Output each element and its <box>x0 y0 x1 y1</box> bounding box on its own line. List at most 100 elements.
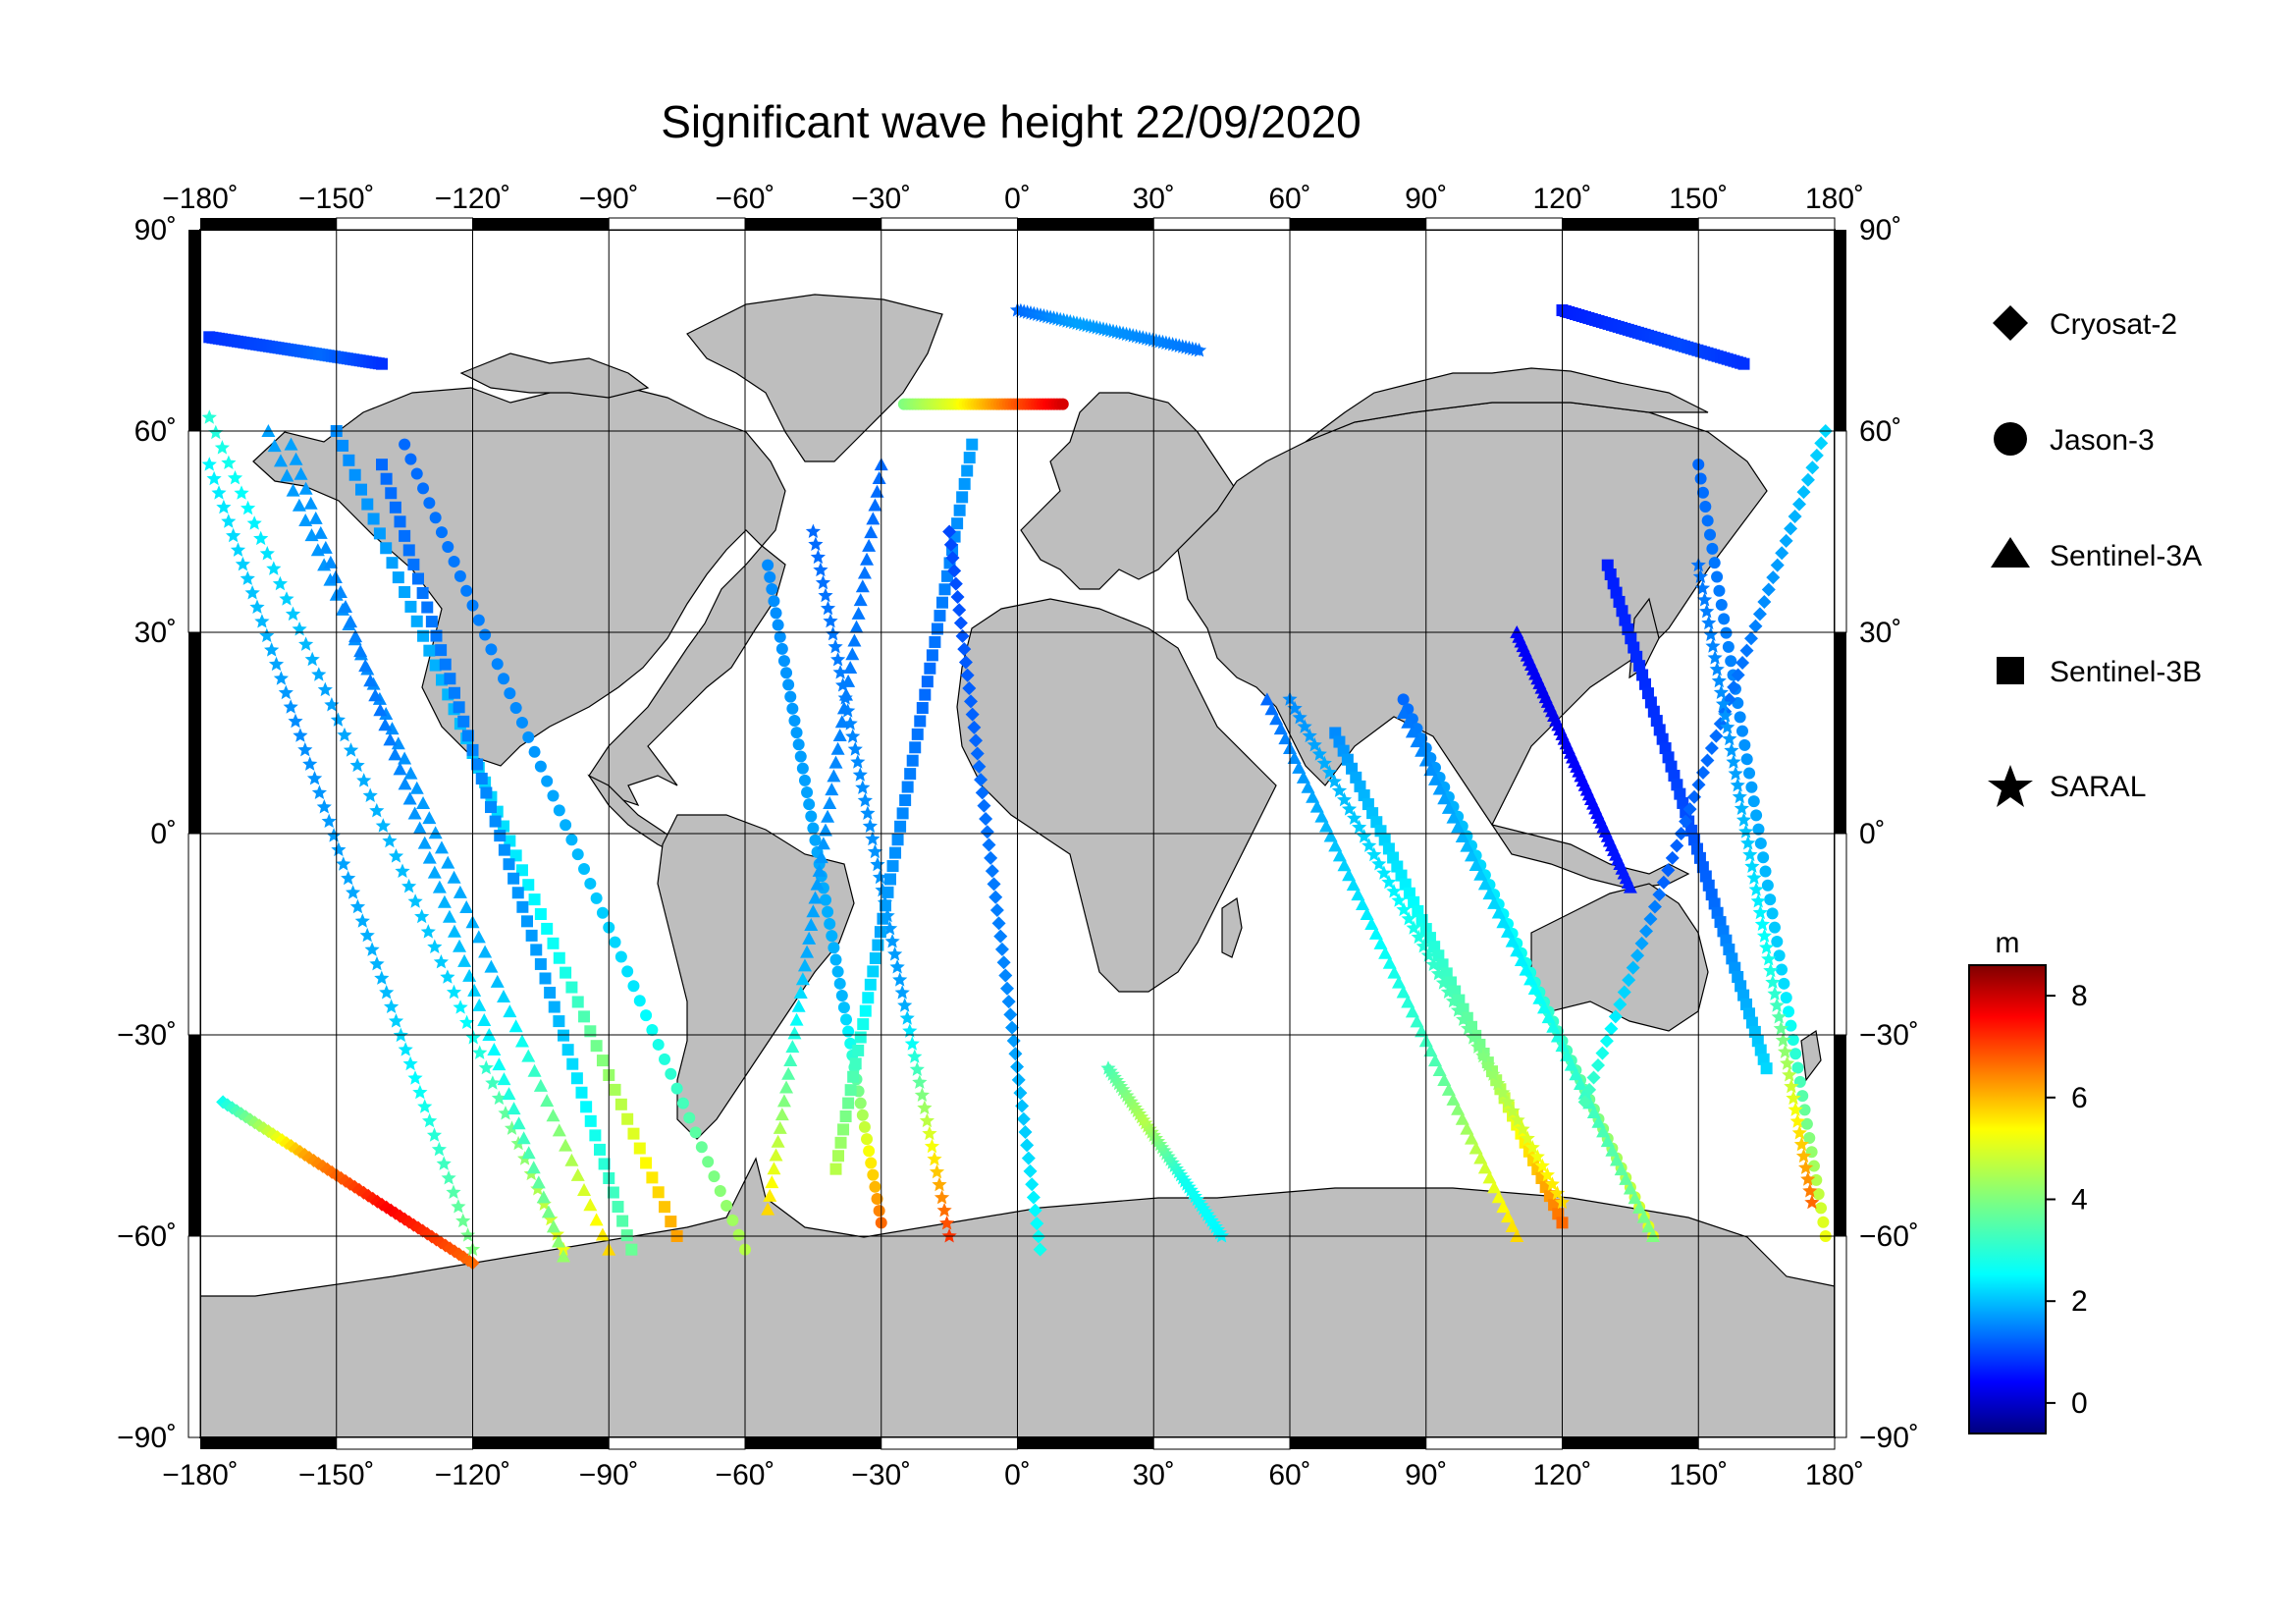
track-marker <box>1362 798 1374 811</box>
track-marker <box>272 575 288 591</box>
track-marker <box>791 999 806 1012</box>
track-marker <box>852 1044 865 1056</box>
frame-band-top <box>881 217 1018 231</box>
track-marker <box>1641 1219 1656 1233</box>
track-marker <box>304 651 320 667</box>
track-marker <box>485 643 498 656</box>
track-marker <box>765 1175 779 1189</box>
track-marker <box>1316 755 1332 770</box>
track-marker <box>864 525 879 539</box>
track-marker <box>1487 895 1502 909</box>
track-marker <box>902 1023 918 1038</box>
track-marker <box>316 799 332 814</box>
track-marker <box>702 1156 715 1168</box>
track-marker <box>958 655 973 670</box>
track-marker <box>1800 472 1815 487</box>
track-marker <box>824 917 836 930</box>
track-marker <box>211 485 227 500</box>
track-marker <box>578 863 591 876</box>
track-marker <box>398 751 412 765</box>
track-marker <box>288 713 303 729</box>
track-marker <box>1630 948 1645 963</box>
longitude-axis-top: −180˚ −150˚ −120˚ −90˚ −60˚ −30˚ 0˚ 30˚ 60˚ 90˚ 12… <box>162 183 1864 215</box>
track-marker <box>627 1127 640 1140</box>
track-marker <box>1475 1048 1491 1063</box>
lon-tick-label: 150˚ <box>1669 1459 1728 1491</box>
longitude-axis-bottom: −180˚ −150˚ −120˚ −90˚ −60˚ −30˚ 0˚ 30˚ 60˚ 90˚ 12… <box>162 1459 1864 1491</box>
track-marker <box>1466 1030 1481 1045</box>
track-marker <box>963 694 978 709</box>
track-marker <box>1789 1048 1802 1060</box>
track-marker <box>1779 533 1793 548</box>
track-marker <box>1796 485 1811 500</box>
track-marker <box>1332 848 1347 862</box>
track-marker <box>1546 1019 1561 1033</box>
frame-band-left <box>187 833 201 1036</box>
track-marker <box>1292 710 1308 725</box>
track-marker <box>1465 848 1478 862</box>
track-sentinel-3b <box>376 459 638 1256</box>
track-marker <box>1033 1242 1047 1257</box>
track-marker <box>953 616 968 630</box>
track-marker <box>763 1188 777 1202</box>
track-marker <box>1725 655 1737 668</box>
track-marker <box>410 615 423 627</box>
track-marker <box>1549 1185 1566 1200</box>
frame-band-bottom <box>336 1436 473 1450</box>
track-marker <box>348 468 361 481</box>
track-marker <box>1738 824 1754 839</box>
track-marker <box>1605 1143 1620 1157</box>
track-marker <box>993 929 1008 944</box>
track-marker <box>221 514 237 528</box>
track-marker <box>417 482 430 495</box>
track-marker <box>422 1112 438 1128</box>
track-marker <box>1800 1117 1813 1130</box>
track-marker <box>832 665 848 679</box>
track-marker <box>308 511 323 524</box>
land-south-america <box>657 814 855 1140</box>
track-marker <box>412 1084 428 1100</box>
track-marker <box>283 699 298 714</box>
track-marker <box>1604 1021 1619 1036</box>
track-marker <box>359 927 375 943</box>
track-marker <box>1802 1183 1818 1198</box>
track-marker <box>1770 558 1785 572</box>
track-marker <box>559 1138 573 1152</box>
track-marker <box>401 878 417 893</box>
track-marker <box>1726 952 1738 965</box>
legend-item-sentinel-3a: Sentinel-3A <box>1991 537 2202 572</box>
track-marker <box>264 642 280 657</box>
track-marker <box>540 1094 555 1108</box>
track-marker <box>921 676 934 688</box>
track-marker <box>840 1013 853 1026</box>
frame-band-left <box>187 1235 201 1438</box>
track-marker <box>887 947 903 961</box>
track-marker <box>1623 1181 1637 1195</box>
lat-tick-label: −60˚ <box>117 1220 177 1253</box>
track-marker <box>1625 632 1637 645</box>
track-marker <box>914 715 927 728</box>
track-marker <box>1501 924 1515 938</box>
track-marker <box>208 424 224 440</box>
track-marker <box>494 830 507 842</box>
track-marker <box>235 556 250 571</box>
track-marker <box>318 540 333 554</box>
track-marker <box>1586 1070 1601 1085</box>
track-marker <box>1693 851 1706 864</box>
track-marker <box>1815 1202 1828 1215</box>
track-marker <box>528 745 541 758</box>
track-marker <box>348 629 363 643</box>
track-marker <box>1520 1130 1535 1146</box>
track-marker <box>1639 924 1654 939</box>
track-marker <box>1366 807 1379 820</box>
track-marker <box>1610 1153 1624 1166</box>
track-marker <box>1739 643 1754 658</box>
track-marker <box>1750 893 1766 908</box>
track-marker <box>868 498 882 512</box>
track-marker <box>1309 799 1324 813</box>
track-saral <box>1282 691 1571 1210</box>
track-marker <box>1445 993 1462 1008</box>
track-marker <box>1718 708 1734 723</box>
track-marker <box>957 642 972 657</box>
track-marker <box>612 1201 624 1214</box>
